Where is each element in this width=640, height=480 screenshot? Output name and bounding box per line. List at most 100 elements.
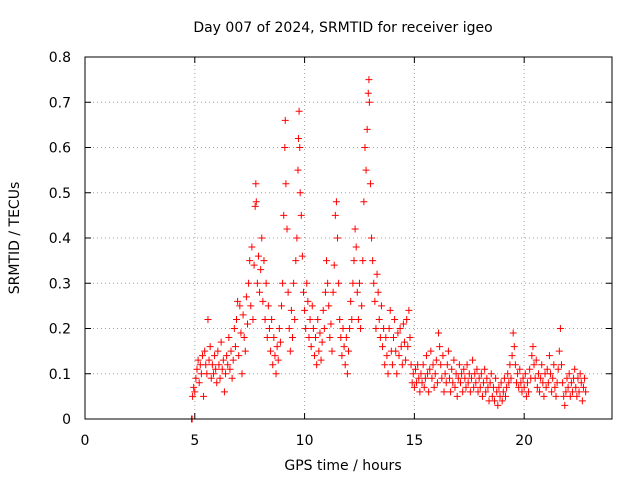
data-point bbox=[534, 370, 542, 378]
data-point bbox=[381, 361, 389, 369]
data-point bbox=[272, 370, 280, 378]
data-point bbox=[396, 325, 404, 332]
data-point bbox=[239, 311, 247, 319]
data-point bbox=[310, 352, 318, 360]
data-point bbox=[283, 225, 291, 233]
data-point bbox=[191, 388, 199, 396]
data-point bbox=[358, 302, 366, 310]
data-point bbox=[424, 370, 432, 378]
data-point bbox=[540, 392, 548, 400]
data-point bbox=[291, 315, 299, 323]
data-point bbox=[411, 365, 419, 373]
data-point bbox=[537, 374, 545, 382]
data-point bbox=[339, 325, 347, 332]
data-point bbox=[286, 347, 294, 355]
data-point bbox=[487, 370, 495, 378]
data-point bbox=[299, 288, 307, 296]
data-point bbox=[560, 392, 568, 400]
data-point bbox=[474, 388, 482, 396]
data-point bbox=[555, 347, 563, 355]
data-point bbox=[466, 388, 474, 396]
data-point bbox=[375, 315, 383, 323]
data-point bbox=[235, 352, 243, 360]
data-point bbox=[533, 383, 541, 391]
data-point bbox=[554, 365, 562, 373]
data-point bbox=[397, 343, 405, 351]
data-point bbox=[229, 356, 237, 364]
data-point bbox=[391, 315, 399, 323]
data-point bbox=[281, 144, 289, 151]
data-point bbox=[420, 383, 428, 391]
data-point bbox=[471, 370, 479, 378]
data-point bbox=[407, 361, 415, 369]
data-point bbox=[403, 315, 411, 323]
data-point bbox=[422, 352, 430, 360]
x-axis-label: GPS time / hours bbox=[284, 458, 401, 474]
data-point bbox=[194, 356, 202, 364]
data-point bbox=[511, 361, 519, 369]
data-point bbox=[473, 365, 481, 373]
data-point bbox=[315, 347, 323, 355]
data-point bbox=[374, 288, 382, 296]
data-point bbox=[549, 374, 557, 382]
y-tick-label: 0.8 bbox=[49, 50, 71, 66]
data-point bbox=[280, 211, 288, 219]
data-point bbox=[498, 397, 506, 405]
data-point bbox=[505, 379, 513, 387]
data-point bbox=[240, 334, 248, 342]
data-point bbox=[193, 365, 201, 373]
data-point bbox=[303, 279, 311, 287]
plot-frame bbox=[84, 56, 613, 420]
data-point bbox=[214, 347, 222, 355]
data-point bbox=[480, 379, 488, 387]
data-point bbox=[241, 347, 249, 355]
data-point bbox=[392, 347, 400, 355]
x-tick-label: 20 bbox=[515, 433, 533, 449]
data-point bbox=[216, 374, 224, 382]
data-point bbox=[312, 334, 320, 342]
data-point bbox=[430, 383, 438, 391]
data-point bbox=[409, 370, 417, 378]
data-point bbox=[261, 315, 269, 323]
data-point bbox=[294, 134, 302, 142]
data-point bbox=[416, 388, 424, 396]
data-point bbox=[274, 356, 282, 364]
data-point bbox=[276, 338, 284, 346]
data-point bbox=[256, 288, 264, 296]
data-point bbox=[494, 401, 502, 409]
data-point bbox=[233, 315, 241, 323]
data-point bbox=[443, 361, 451, 369]
data-point bbox=[205, 356, 213, 364]
data-points bbox=[187, 76, 590, 423]
data-point bbox=[394, 329, 402, 337]
data-point bbox=[561, 401, 569, 409]
data-point bbox=[415, 374, 423, 382]
x-tick-label: 10 bbox=[296, 433, 314, 449]
data-point bbox=[451, 383, 459, 391]
data-point bbox=[325, 302, 333, 310]
data-point bbox=[400, 338, 408, 346]
data-point bbox=[456, 379, 464, 387]
data-point bbox=[189, 392, 197, 400]
data-point bbox=[354, 315, 362, 323]
data-point bbox=[567, 379, 575, 387]
data-point bbox=[421, 374, 429, 382]
data-point bbox=[572, 383, 580, 391]
data-point bbox=[419, 361, 427, 369]
data-point bbox=[517, 379, 525, 387]
data-point bbox=[285, 325, 293, 332]
data-point bbox=[453, 392, 461, 400]
data-point bbox=[477, 370, 485, 378]
data-point bbox=[307, 343, 315, 351]
data-point bbox=[552, 392, 560, 400]
data-point bbox=[328, 347, 336, 355]
data-point bbox=[259, 297, 267, 305]
data-point bbox=[563, 374, 571, 382]
data-point bbox=[543, 365, 551, 373]
data-point bbox=[504, 370, 512, 378]
data-point bbox=[365, 76, 373, 84]
data-point bbox=[204, 315, 212, 323]
data-point bbox=[190, 383, 198, 391]
data-point bbox=[246, 257, 254, 265]
data-point bbox=[368, 234, 376, 242]
